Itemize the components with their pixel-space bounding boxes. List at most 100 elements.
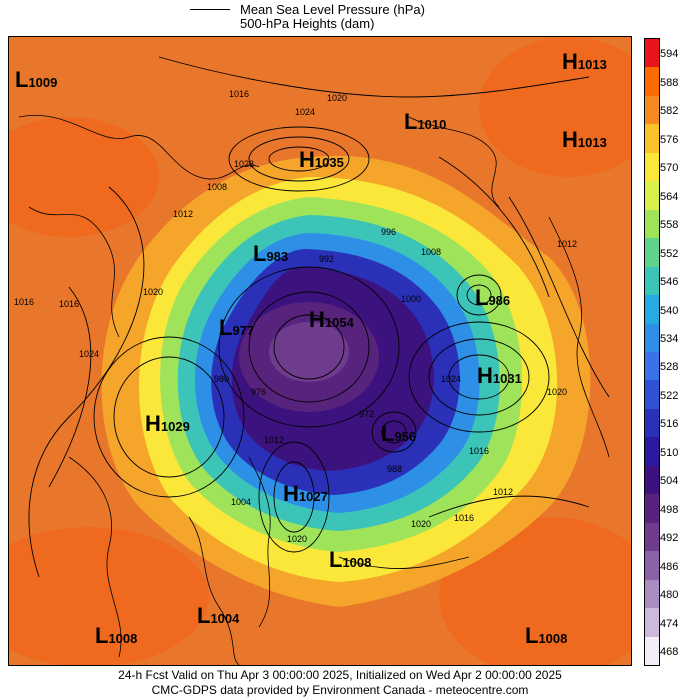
isobar-label: 1020 xyxy=(327,93,347,103)
colorbar-tick-label: 570 xyxy=(660,162,679,175)
center-value: 1013 xyxy=(577,135,607,150)
legend-mslp-label: Mean Sea Level Pressure (hPa) xyxy=(240,1,425,17)
pressure-center-high: H1031 xyxy=(477,363,522,389)
colorbar-cell xyxy=(645,465,659,495)
colorbar-cell xyxy=(645,124,659,154)
warm-region-nw xyxy=(9,117,159,237)
pressure-center-high: H1027 xyxy=(283,481,328,507)
colorbar-cell xyxy=(645,408,659,438)
warm-region-sw xyxy=(9,527,209,665)
isobar-label: 992 xyxy=(319,254,334,264)
center-type: L xyxy=(253,241,267,266)
isobar-label: 1024 xyxy=(441,374,461,384)
legend-mslp: Mean Sea Level Pressure (hPa) xyxy=(190,1,425,17)
center-type: H xyxy=(299,147,315,172)
colorbar-cell xyxy=(645,238,659,268)
isobar-label: 1008 xyxy=(421,247,441,257)
pressure-center-high: H1013 xyxy=(562,127,607,153)
colorbar-cell xyxy=(645,380,659,410)
colorbar-tick-label: 498 xyxy=(660,503,679,516)
colorbar-cell xyxy=(645,152,659,182)
pressure-center-low: L956 xyxy=(381,421,416,447)
colorbar-tick-label: 510 xyxy=(660,446,679,459)
colorbar-cell xyxy=(645,323,659,353)
center-value: 983 xyxy=(266,249,289,264)
isobar-label: 1020 xyxy=(547,387,567,397)
isobar-label: 1012 xyxy=(264,435,284,445)
colorbar-tick-label: 474 xyxy=(660,617,679,630)
isobar-label: 1004 xyxy=(231,497,251,507)
center-value: 1008 xyxy=(108,631,138,646)
legend-heights-label: 500-hPa Heights (dam) xyxy=(240,15,375,31)
isobar-label: 1016 xyxy=(454,513,474,523)
center-type: L xyxy=(15,67,29,92)
center-type: L xyxy=(381,421,395,446)
colorbar-tick-label: 486 xyxy=(660,560,679,573)
pressure-center-high: H1054 xyxy=(309,307,354,333)
pressure-center-low: L977 xyxy=(219,315,254,341)
center-type: H xyxy=(562,49,578,74)
pressure-center-low: L1010 xyxy=(404,109,446,135)
map-footer: 24-h Fcst Valid on Thu Apr 3 00:00:00 20… xyxy=(0,668,680,698)
map-svg: 1016 1020 1024 1028 1008 1012 1016 1020 … xyxy=(9,37,631,665)
isobar-label: 1012 xyxy=(557,239,577,249)
isobar-label: 1024 xyxy=(79,349,99,359)
isobar-label: 988 xyxy=(387,464,402,474)
credit-text: CMC-GDPS data provided by Environment Ca… xyxy=(151,683,529,697)
colorbar-cell xyxy=(645,67,659,97)
pressure-center-high: H1013 xyxy=(562,49,607,75)
colorbar-tick-label: 576 xyxy=(660,133,679,146)
center-value: 977 xyxy=(232,323,255,338)
contour-480 xyxy=(269,322,349,382)
pressure-center-low: L1004 xyxy=(197,603,239,629)
colorbar-tick-label: 582 xyxy=(660,105,679,118)
isobar-label: 1016 xyxy=(469,446,489,456)
isobar-label: 1012 xyxy=(493,487,513,497)
legend-heights: 500-hPa Heights (dam) xyxy=(240,15,374,31)
height-colorbar xyxy=(644,38,660,666)
colorbar-tick-label: 558 xyxy=(660,219,679,232)
colorbar-tick-label: 534 xyxy=(660,333,679,345)
pressure-center-low: L1008 xyxy=(329,547,371,573)
center-value: 1031 xyxy=(492,371,522,386)
map-header: Mean Sea Level Pressure (hPa) 500-hPa He… xyxy=(0,0,680,34)
colorbar-cell xyxy=(645,608,659,638)
colorbar-tick-label: 492 xyxy=(660,532,679,545)
colorbar-cell xyxy=(645,181,659,211)
colorbar-tick-label: 516 xyxy=(660,418,679,431)
colorbar-cell xyxy=(645,437,659,467)
isobar-label: 1028 xyxy=(234,159,254,169)
weather-map: 1016 1020 1024 1028 1008 1012 1016 1020 … xyxy=(8,36,632,666)
center-type: H xyxy=(283,481,299,506)
center-type: H xyxy=(145,411,161,436)
colorbar-tick-label: 522 xyxy=(660,389,679,402)
colorbar-tick-label: 594 xyxy=(660,48,679,61)
colorbar-tick-label: 468 xyxy=(660,646,679,658)
center-type: L xyxy=(219,315,233,340)
colorbar-tick-label: 564 xyxy=(660,190,679,203)
center-value: 1013 xyxy=(577,57,607,72)
colorbar-cell xyxy=(645,579,659,609)
center-value: 1054 xyxy=(324,315,354,330)
center-type: H xyxy=(477,363,493,388)
pressure-center-low: L1008 xyxy=(95,623,137,649)
warm-region-ne xyxy=(479,37,631,177)
pressure-center-low: L1008 xyxy=(525,623,567,649)
colorbar-tick-label: 528 xyxy=(660,361,679,374)
pressure-center-high: H1029 xyxy=(145,411,190,437)
isobar-label-group: 1016 1020 1024 1028 1008 1012 1016 1020 … xyxy=(14,89,577,544)
center-type: L xyxy=(95,623,109,648)
colorbar-tick-label: 540 xyxy=(660,304,679,317)
colorbar-cell xyxy=(645,522,659,552)
isobar-label: 1020 xyxy=(143,287,163,297)
center-value: 986 xyxy=(488,293,511,308)
isobar-label: 1008 xyxy=(207,182,227,192)
colorbar-tick-label: 588 xyxy=(660,76,679,89)
colorbar-cell xyxy=(645,494,659,524)
isobar-label: 972 xyxy=(359,409,374,419)
colorbar-cell xyxy=(645,39,659,68)
center-type: H xyxy=(309,307,325,332)
colorbar-cell xyxy=(645,209,659,239)
center-value: 956 xyxy=(394,429,417,444)
center-type: L xyxy=(329,547,343,572)
